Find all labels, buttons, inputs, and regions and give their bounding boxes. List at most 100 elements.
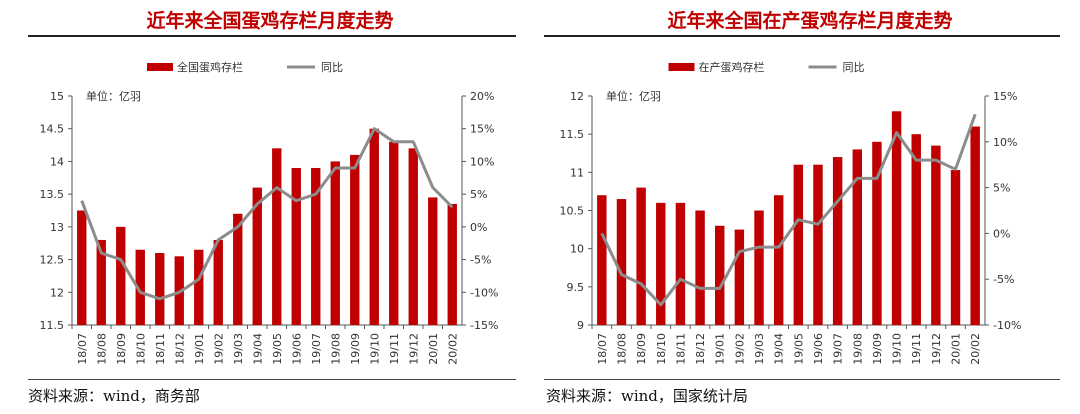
right-tick-label: 5% (470, 188, 487, 201)
left-tick-label: 10 (570, 243, 584, 256)
x-tick-label: 19/05 (792, 333, 805, 365)
x-tick-label: 19/01 (714, 333, 727, 365)
x-tick-label: 19/10 (891, 333, 904, 365)
x-tick-label: 19/09 (349, 333, 362, 365)
unit-label: 单位：亿羽 (606, 89, 661, 103)
source-note: 资料来源：wind，国家统计局 (546, 387, 748, 405)
left-tick-label: 13 (50, 221, 64, 234)
x-tick-label: 19/08 (851, 333, 864, 365)
legend-bar-swatch (668, 63, 695, 71)
x-tick-label: 18/07 (596, 333, 609, 365)
bar (194, 249, 204, 325)
right-tick-label: 10% (993, 136, 1017, 149)
x-tick-label: 18/09 (115, 333, 128, 365)
left-tick-label: 11.5 (560, 128, 585, 141)
bar (852, 149, 862, 325)
left-tick-label: 14.5 (40, 123, 65, 136)
x-tick-label: 18/11 (154, 333, 167, 365)
bar (695, 210, 705, 325)
title-rule (544, 35, 1060, 37)
bar (715, 225, 725, 325)
x-tick-label: 19/02 (212, 333, 225, 365)
yoy-line (80, 127, 454, 301)
bar (135, 249, 145, 325)
left-tick-label: 12.5 (40, 254, 65, 267)
left-tick-label: 11.5 (40, 319, 65, 332)
left-tick-label: 9 (577, 319, 584, 332)
bar (813, 164, 823, 325)
x-tick-label: 19/10 (368, 333, 381, 365)
right-tick-label: -10% (470, 286, 498, 299)
x-tick-label: 19/11 (910, 333, 923, 365)
legend-line-label: 同比 (843, 61, 865, 74)
bar (116, 226, 126, 325)
bar (213, 239, 223, 325)
bar (656, 202, 666, 325)
right-tick-label: -5% (470, 254, 491, 267)
left-tick-label: 15 (50, 90, 64, 103)
right-tick-label: 0% (993, 227, 1010, 240)
bar (793, 164, 804, 325)
bar (931, 145, 941, 325)
bar (389, 141, 399, 325)
right-tick-label: 0% (470, 221, 487, 234)
right-tick-label: -15% (470, 319, 498, 332)
x-tick-label: 19/04 (251, 333, 264, 365)
x-tick-label: 19/06 (812, 333, 825, 365)
bar (734, 229, 745, 325)
x-tick-label: 19/03 (753, 333, 766, 365)
left-tick-label: 12 (570, 90, 584, 103)
x-tick-label: 19/07 (832, 333, 845, 365)
source-note: 资料来源：wind，商务部 (28, 387, 200, 405)
legend-bar-label: 在产蛋鸡存栏 (699, 60, 765, 74)
bar (832, 157, 843, 325)
chart-title: 近年来全国在产蛋鸡存栏月度走势 (667, 10, 953, 32)
x-tick-label: 18/09 (635, 333, 648, 365)
bar (408, 148, 418, 325)
x-tick-label: 19/02 (733, 333, 746, 365)
bar (272, 148, 282, 325)
x-tick-label: 19/06 (290, 333, 303, 365)
bar (233, 213, 243, 325)
left-tick-label: 12 (50, 286, 64, 299)
legend-bar-label: 全国蛋鸡存栏 (177, 60, 243, 74)
right-tick-label: -10% (993, 319, 1021, 332)
x-tick-label: 19/08 (329, 333, 342, 365)
x-tick-label: 20/02 (446, 333, 459, 365)
x-tick-label: 19/05 (271, 333, 284, 365)
chart-panel-left: 近年来全国蛋鸡存栏月度走势 全国蛋鸡存栏 同比 单位：亿羽 11.5 12 12.5 13 1… (28, 10, 516, 405)
bar (891, 111, 902, 326)
left-tick-label: 14 (50, 155, 64, 168)
bar (597, 195, 607, 325)
bar (950, 170, 961, 325)
left-tick-label: 13.5 (40, 188, 65, 201)
source-rule (28, 379, 516, 380)
x-tick-label: 18/12 (694, 333, 707, 365)
chart-title: 近年来全国蛋鸡存栏月度走势 (146, 10, 394, 32)
bar (369, 128, 379, 325)
left-tick-label: 11 (570, 166, 584, 179)
x-tick-label: 19/01 (193, 333, 206, 365)
x-tick-label: 19/07 (310, 333, 323, 365)
bar (447, 203, 457, 325)
right-tick-label: 15% (993, 90, 1017, 103)
right-tick-label: -5% (993, 273, 1014, 286)
bar (155, 253, 165, 325)
bar (428, 197, 438, 325)
bar (291, 167, 301, 325)
bar (970, 126, 980, 326)
legend-line-label: 同比 (321, 61, 343, 74)
bar (911, 134, 921, 325)
x-tick-label: 18/12 (173, 333, 186, 365)
bar (252, 187, 262, 325)
bar (872, 141, 882, 325)
bar (96, 239, 106, 325)
bar (773, 195, 784, 325)
x-tick-label: 20/01 (427, 333, 440, 365)
legend-bar-swatch (147, 63, 173, 71)
bar (636, 187, 646, 325)
right-tick-label: 5% (993, 182, 1010, 195)
right-tick-label: 15% (470, 123, 494, 136)
